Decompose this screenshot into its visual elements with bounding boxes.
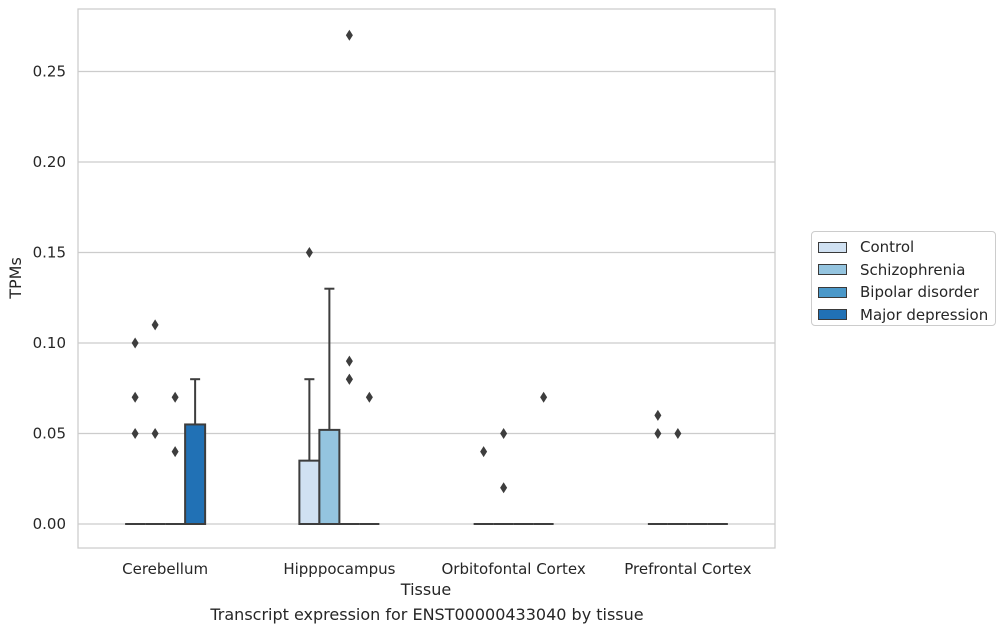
outlier-point	[674, 428, 682, 439]
y-axis-title: TPMs	[6, 257, 25, 300]
legend-item-schizophrenia: Schizophrenia	[818, 259, 995, 282]
y-tick-label: 0.05	[33, 425, 66, 443]
box-group	[298, 247, 321, 525]
outlier-point	[540, 391, 548, 403]
box-rect	[318, 428, 341, 526]
box-rect	[184, 423, 207, 526]
legend-item-control: Control	[818, 236, 995, 259]
chart-caption: Transcript expression for ENST0000043304…	[210, 605, 644, 624]
box-group	[533, 391, 554, 525]
y-tick-label: 0.15	[33, 244, 66, 262]
outlier-point	[654, 409, 662, 421]
box-group	[493, 428, 514, 525]
outlier-point	[131, 391, 139, 403]
y-tick-label: 0.10	[33, 334, 66, 352]
outlier-point	[305, 247, 313, 258]
outlier-point	[345, 355, 353, 367]
legend-swatch-major-depression	[818, 309, 847, 321]
y-tick-label: 0.00	[33, 515, 66, 533]
x-tick-label: Orbitofontal Cortex	[442, 560, 586, 578]
plot-frame	[77, 8, 776, 549]
legend-item-major-depression: Major depression	[818, 304, 995, 327]
legend-swatch-schizophrenia	[818, 264, 847, 276]
legend-label-bipolar-disorder: Bipolar disorder	[860, 283, 979, 302]
box-rect	[298, 459, 321, 525]
box-group	[184, 378, 207, 526]
box-group	[165, 391, 186, 525]
x-tick-label: Hipppocampus	[283, 560, 395, 578]
outlier-point	[151, 428, 159, 439]
y-tick-label: 0.25	[33, 63, 66, 81]
legend-label-major-depression: Major depression	[860, 305, 989, 324]
legend-label-schizophrenia: Schizophrenia	[860, 260, 966, 279]
box-group	[359, 391, 380, 525]
box-group	[647, 409, 668, 525]
outlier-point	[500, 482, 508, 494]
outlier-point	[654, 428, 662, 439]
y-tick-label: 0.20	[33, 153, 66, 171]
outlier-point	[345, 373, 353, 385]
box-group	[145, 319, 166, 525]
outlier-point	[151, 319, 159, 331]
outlier-point	[171, 391, 179, 403]
outlier-point	[131, 428, 139, 439]
outlier-point	[171, 446, 179, 458]
outlier-point	[131, 337, 139, 349]
legend-label-control: Control	[860, 238, 915, 257]
legend-swatch-bipolar-disorder	[818, 286, 847, 298]
chart-legend: Control Schizophrenia Bipolar disorder M…	[811, 231, 996, 326]
box-group	[667, 428, 688, 525]
x-tick-label: Cerebellum	[122, 560, 208, 578]
box-group	[125, 337, 146, 525]
box-group	[318, 287, 341, 526]
outlier-point	[480, 446, 488, 458]
outlier-point	[500, 428, 508, 439]
outlier-point	[365, 391, 373, 403]
legend-item-bipolar-disorder: Bipolar disorder	[818, 281, 995, 304]
x-tick-label: Prefrontal Cortex	[624, 560, 751, 578]
box-group	[473, 446, 494, 525]
legend-swatch-control	[818, 241, 847, 253]
box-group	[339, 29, 360, 525]
outlier-point	[345, 29, 353, 41]
x-axis-title: Tissue	[400, 580, 451, 599]
